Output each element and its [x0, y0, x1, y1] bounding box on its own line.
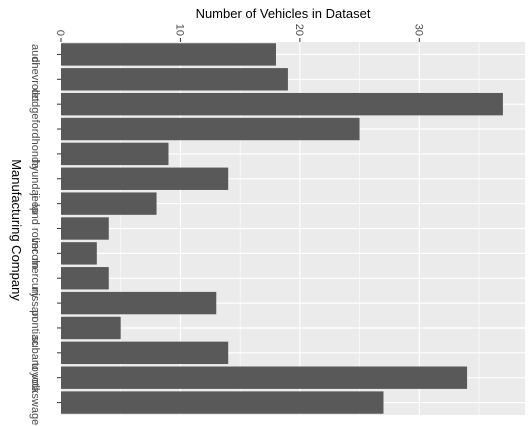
y-tick-label: lincoln — [29, 238, 41, 269]
bar-nissan — [61, 291, 217, 315]
y-axis-ticks: audichevroletdodgefordhondahyundaijeepla… — [29, 44, 61, 426]
y-tick-label: mercury — [29, 258, 41, 298]
y-tick-label: nissan — [29, 287, 41, 319]
bar-dodge — [61, 92, 503, 116]
y-axis-title: Manufacturing Company — [9, 159, 24, 301]
y-tick-label: subaru — [29, 336, 41, 370]
bars — [61, 43, 503, 414]
bar-land-rover — [61, 217, 109, 240]
y-tick-label: pontiac — [29, 310, 41, 346]
y-tick-label: volkswagen — [29, 374, 41, 426]
bar-ford — [61, 117, 360, 141]
y-tick-label: ford — [29, 120, 41, 139]
x-tick-label: 30 — [412, 24, 424, 36]
y-tick-label: chevrolet — [29, 57, 41, 102]
bar-lincoln — [61, 242, 97, 265]
bar-mercury — [61, 267, 109, 290]
bar-pontiac — [61, 316, 121, 340]
y-tick-label: dodge — [29, 89, 41, 120]
x-tick-label: 20 — [293, 24, 305, 36]
y-tick-label: honda — [29, 139, 41, 170]
bar-honda — [61, 142, 169, 166]
y-tick-label: jeep — [29, 192, 41, 214]
y-tick-label: land rover — [29, 204, 41, 253]
y-tick-label: audi — [29, 44, 41, 65]
y-tick-label: hyundai — [29, 159, 41, 198]
bar-hyundai — [61, 167, 229, 190]
bar-jeep — [61, 192, 157, 215]
bar-volkswagen — [61, 391, 384, 414]
x-axis-ticks: 0 10 20 30 — [54, 24, 424, 42]
y-tick-label: toyota — [29, 363, 41, 394]
bar-audi — [61, 43, 276, 66]
bar-toyota — [61, 366, 468, 389]
bar-subaru — [61, 341, 229, 365]
bar-chevrolet — [61, 68, 288, 91]
x-tick-label: 10 — [173, 24, 185, 36]
x-axis-title: Number of Vehicles in Dataset — [196, 6, 371, 21]
x-tick-label: 0 — [54, 30, 66, 36]
